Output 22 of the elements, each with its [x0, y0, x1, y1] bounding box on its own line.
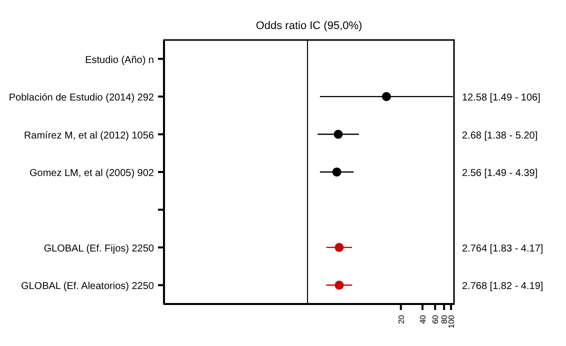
x-tick-label: 80 — [440, 314, 450, 324]
data-label: 12.58 [1.49 - 106] — [462, 92, 541, 104]
y-tick-label: Estudio (Año) n — [85, 54, 154, 66]
y-tick-label: Población de Estudio (2014) 292 — [8, 92, 154, 104]
y-tick-label: GLOBAL (Ef. Aleatorios) 2250 — [20, 281, 154, 292]
point — [382, 92, 391, 102]
chart-title: Odds ratio IC (95,0%) — [254, 20, 364, 32]
data-label: 2.764 [1.83 - 4.17] — [462, 243, 544, 254]
point — [332, 167, 342, 177]
data-label: 2.56 [1.49 - 4.39] — [462, 168, 538, 179]
x-tick-label: 20 — [396, 314, 406, 324]
point — [334, 280, 344, 290]
data-label: 2.768 [1.82 - 4.19] — [462, 281, 544, 292]
x-tick-label: 40 — [418, 314, 428, 324]
point — [334, 130, 343, 139]
y-tick-label: Gomez LM, et al (2005) 902 — [29, 168, 154, 179]
y-tick-label: GLOBAL (Ef. Fijos) 2250 — [44, 243, 154, 254]
data-label: 2.68 [1.38 - 5.20] — [462, 130, 538, 142]
x-tick-label: 100 — [447, 314, 456, 328]
x-tick-label: 60 — [431, 314, 440, 324]
y-tick-label: Ramírez M, et al (2012) 1056 — [24, 130, 154, 142]
point — [334, 242, 344, 252]
